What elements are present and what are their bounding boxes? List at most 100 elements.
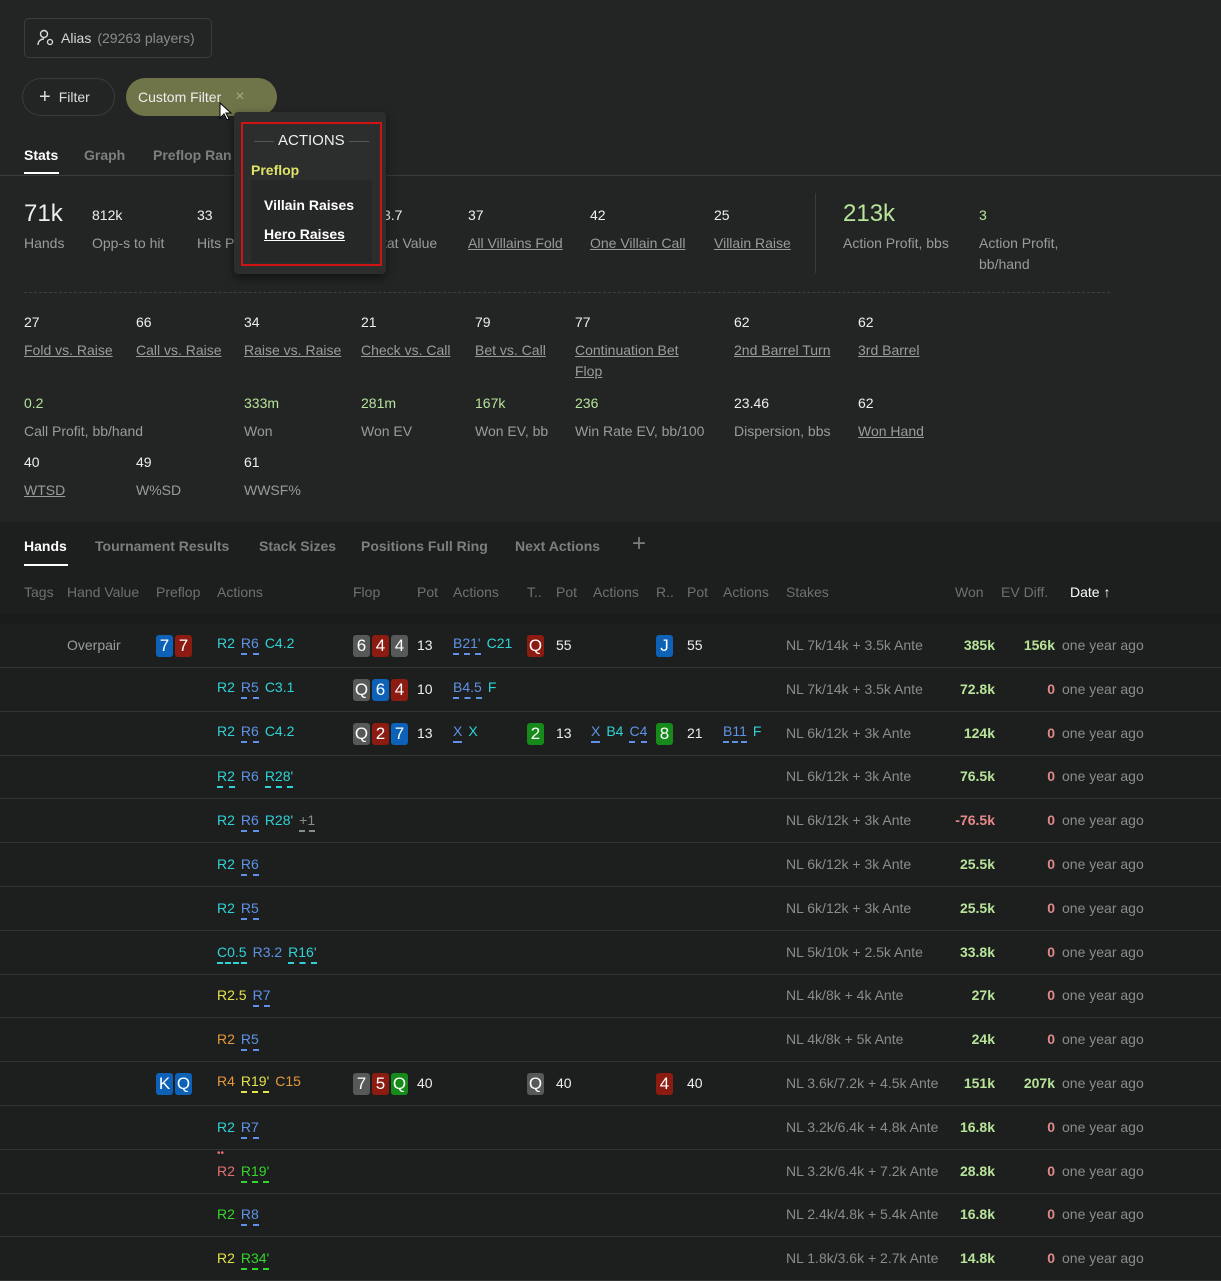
- action-token[interactable]: R2: [217, 1031, 235, 1048]
- column-header[interactable]: Pot: [687, 584, 709, 600]
- action-token[interactable]: X: [453, 723, 463, 743]
- table-row[interactable]: R2 R5 C3.1 Q 6 4 10 B4.5 F NL 7k/14k + 3.5k Ante 7…: [0, 668, 1221, 712]
- table-row[interactable]: R2 R8 NL 2.4k/4.8k + 5.4k Ante 16.8k 0 one ye…: [0, 1193, 1221, 1238]
- tab-tournament-results[interactable]: Tournament Results: [95, 538, 230, 554]
- column-header[interactable]: Preflop: [156, 584, 201, 600]
- action-token[interactable]: R5: [240, 1031, 259, 1052]
- tab-graph[interactable]: Graph: [84, 147, 126, 163]
- table-row[interactable]: K Q R4 R19' C15 7 5 Q 40 Q 40 4 40 NL 3.6k/7.2k + 4.5…: [0, 1062, 1221, 1106]
- column-header[interactable]: Tags: [24, 584, 54, 600]
- action-token[interactable]: R28': [264, 812, 294, 829]
- stat-label[interactable]: 3rd Barrel: [858, 342, 920, 358]
- action-token[interactable]: R6: [240, 812, 259, 833]
- table-row[interactable]: R2 R34' NL 1.8k/3.6k + 2.7k Ante 14.8k 0 one …: [0, 1237, 1221, 1281]
- column-header[interactable]: EV Diff.: [1001, 584, 1049, 600]
- tab-preflop-ranges[interactable]: Preflop Ran: [153, 147, 232, 163]
- tab-next-actions[interactable]: Next Actions: [515, 538, 601, 554]
- column-header[interactable]: Actions: [593, 584, 639, 600]
- action-token[interactable]: B11: [723, 723, 747, 743]
- stat-label[interactable]: Call vs. Raise: [136, 342, 222, 358]
- action-token[interactable]: B4.5: [453, 679, 482, 699]
- menu-item-hero-raises[interactable]: Hero Raises: [264, 226, 345, 242]
- action-token[interactable]: X: [468, 722, 478, 739]
- column-header[interactable]: Pot: [417, 584, 439, 600]
- action-token[interactable]: R3.2: [252, 943, 283, 960]
- action-token[interactable]: R4: [217, 1073, 235, 1089]
- action-token[interactable]: C0.5: [217, 944, 247, 964]
- table-row[interactable]: R2 R6 C4.2 Q 2 7 13 X X 2 13 X B4 C4 8 21 B11 F NL 6k/12k …: [0, 712, 1221, 756]
- action-token[interactable]: C4.2: [264, 722, 295, 739]
- action-token[interactable]: R19': [240, 1073, 270, 1093]
- stat-label[interactable]: Bet vs. Call: [475, 342, 546, 358]
- table-row[interactable]: C0.5 R3.2 R16' NL 5k/10k + 2.5k Ante 33.8k 0 o…: [0, 931, 1221, 975]
- column-header[interactable]: R..: [656, 584, 674, 600]
- menu-item-villain-raises[interactable]: Villain Raises: [264, 197, 355, 213]
- column-header[interactable]: Actions: [723, 584, 769, 600]
- column-header[interactable]: Pot: [556, 584, 578, 600]
- column-header[interactable]: Hand Value: [67, 584, 140, 600]
- alias-selector[interactable]: Alias (29263 players): [24, 18, 212, 58]
- action-token[interactable]: R2.5: [217, 987, 247, 1004]
- action-token[interactable]: R28': [264, 768, 294, 789]
- table-row[interactable]: R2 R5 NL 4k/8k + 5k Ante 24k 0 one year ago: [0, 1018, 1221, 1063]
- action-token[interactable]: R2: [217, 812, 235, 829]
- action-token[interactable]: R2: [217, 1118, 235, 1135]
- tab-positions-full-ring[interactable]: Positions Full Ring: [361, 538, 488, 554]
- action-token[interactable]: C21: [486, 635, 513, 651]
- table-row[interactable]: R2 R5 NL 6k/12k + 3k Ante 25.5k 0 one year ag…: [0, 887, 1221, 931]
- table-row[interactable]: R2.5 R7 NL 4k/8k + 4k Ante 27k 0 one year ago: [0, 974, 1221, 1019]
- table-row[interactable]: R2 R6 NL 6k/12k + 3k Ante 25.5k 0 one year ag…: [0, 843, 1221, 887]
- action-token[interactable]: R7: [240, 1119, 259, 1139]
- close-icon[interactable]: ×: [235, 88, 245, 105]
- tab-hands[interactable]: Hands: [24, 538, 67, 554]
- action-token[interactable]: F: [487, 678, 497, 695]
- action-token[interactable]: F: [752, 722, 762, 739]
- add-tab-button[interactable]: +: [632, 530, 647, 557]
- column-header[interactable]: Actions: [453, 584, 499, 600]
- tab-stats[interactable]: Stats: [24, 147, 59, 163]
- stat-label[interactable]: Villain Raise: [714, 235, 791, 251]
- action-token[interactable]: C4.2: [264, 635, 295, 651]
- table-row[interactable]: R2 R6 R28' NL 6k/12k + 3k Ante 76.5k 0 one yea…: [0, 755, 1221, 800]
- stat-label[interactable]: Check vs. Call: [361, 342, 451, 358]
- action-token[interactable]: C15: [275, 1073, 301, 1089]
- stat-label[interactable]: WTSD: [24, 482, 66, 498]
- action-token[interactable]: R7: [252, 987, 271, 1008]
- stat-label[interactable]: Won Hand: [858, 423, 924, 439]
- action-token[interactable]: C3.1: [264, 678, 295, 695]
- action-token[interactable]: R6: [240, 856, 259, 876]
- action-token[interactable]: R2: [217, 722, 235, 739]
- action-token[interactable]: R19': [240, 1163, 270, 1183]
- table-row[interactable]: R2 R6 R28' +1 NL 6k/12k + 3k Ante -76.5k 0 one …: [0, 799, 1221, 844]
- action-token[interactable]: R2: [217, 768, 235, 789]
- tab-stack-sizes[interactable]: Stack Sizes: [259, 538, 337, 554]
- action-token[interactable]: R2: [217, 856, 235, 872]
- action-token[interactable]: R6: [240, 635, 259, 655]
- column-header[interactable]: Actions: [217, 584, 263, 600]
- action-token[interactable]: C4: [629, 723, 648, 743]
- action-token[interactable]: R5: [240, 900, 259, 920]
- action-token[interactable]: R8: [240, 1206, 259, 1227]
- stat-label[interactable]: Raise vs. Raise: [244, 342, 342, 358]
- add-filter-button[interactable]: + Filter: [22, 78, 115, 116]
- column-header[interactable]: Stakes: [786, 584, 829, 600]
- action-token[interactable]: +1: [299, 812, 316, 833]
- column-header[interactable]: Date ↑: [1070, 584, 1111, 600]
- action-token[interactable]: B21': [453, 635, 481, 655]
- custom-filter-chip[interactable]: Custom Filter ×: [126, 78, 277, 116]
- action-token[interactable]: R2: [217, 1162, 235, 1179]
- column-header[interactable]: T..: [527, 584, 542, 600]
- stat-label[interactable]: Continuation Bet: [575, 342, 679, 358]
- stat-label[interactable]: Fold vs. Raise: [24, 342, 113, 358]
- action-token[interactable]: R6: [240, 723, 259, 743]
- action-token[interactable]: R5: [240, 679, 259, 699]
- table-row[interactable]: R2 R7 NL 3.2k/6.4k + 4.8k Ante 16.8k 0 one ye…: [0, 1106, 1221, 1150]
- action-token[interactable]: X: [591, 723, 601, 743]
- column-header[interactable]: Won: [955, 584, 984, 600]
- table-row[interactable]: Overpair 7 7 R2 R6 C4.2 6 4 4 13 B21' C21 Q 55 J 55 NL 7…: [0, 624, 1221, 668]
- action-token[interactable]: R2: [217, 899, 235, 916]
- stat-label[interactable]: One Villain Call: [590, 235, 686, 251]
- action-token[interactable]: B4: [606, 722, 624, 739]
- action-token[interactable]: R2: [217, 1206, 235, 1223]
- stat-label[interactable]: 2nd Barrel Turn: [734, 342, 831, 358]
